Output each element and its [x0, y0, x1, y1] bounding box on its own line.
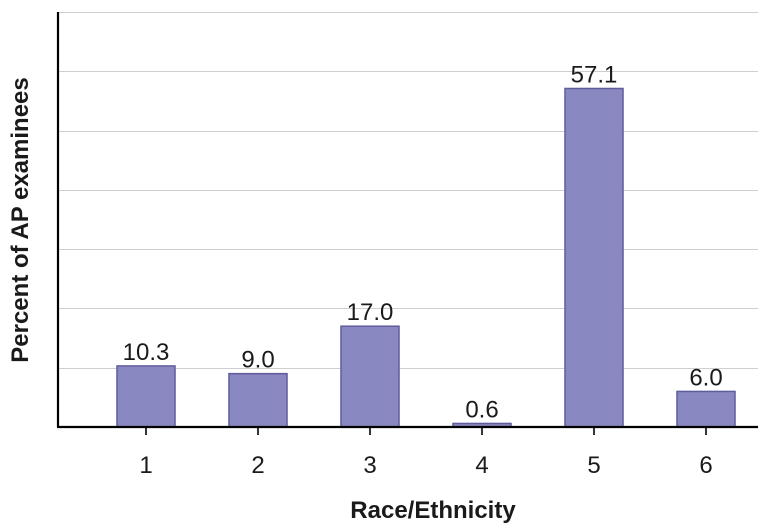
bar-3 — [340, 325, 400, 428]
value-label-2: 9.0 — [241, 347, 274, 374]
x-ticks: 1 2 3 4 5 6 — [139, 427, 713, 479]
value-label-3: 17.0 — [347, 299, 394, 326]
x-tick-label-3: 3 — [363, 452, 376, 479]
value-label-5: 57.1 — [571, 61, 618, 88]
value-label-6: 6.0 — [689, 364, 722, 391]
bars — [116, 87, 736, 428]
x-axis-label: Race/Ethnicity — [350, 497, 516, 524]
x-tick-label-2: 2 — [251, 452, 264, 479]
x-tick-label-4: 4 — [475, 452, 488, 479]
gridlines — [58, 12, 758, 369]
value-label-1: 10.3 — [123, 339, 170, 366]
bar-6 — [676, 390, 736, 428]
value-label-4: 0.6 — [465, 396, 498, 423]
value-labels: 10.3 9.0 17.0 0.6 57.1 6.0 — [123, 61, 723, 423]
x-tick-label-5: 5 — [587, 452, 600, 479]
x-tick-label-1: 1 — [139, 452, 152, 479]
x-tick-label-6: 6 — [699, 452, 712, 479]
bar-1 — [116, 365, 176, 428]
bar-2 — [228, 372, 288, 428]
bar-5 — [564, 87, 624, 428]
y-axis-label: Percent of AP examinees — [7, 77, 34, 362]
